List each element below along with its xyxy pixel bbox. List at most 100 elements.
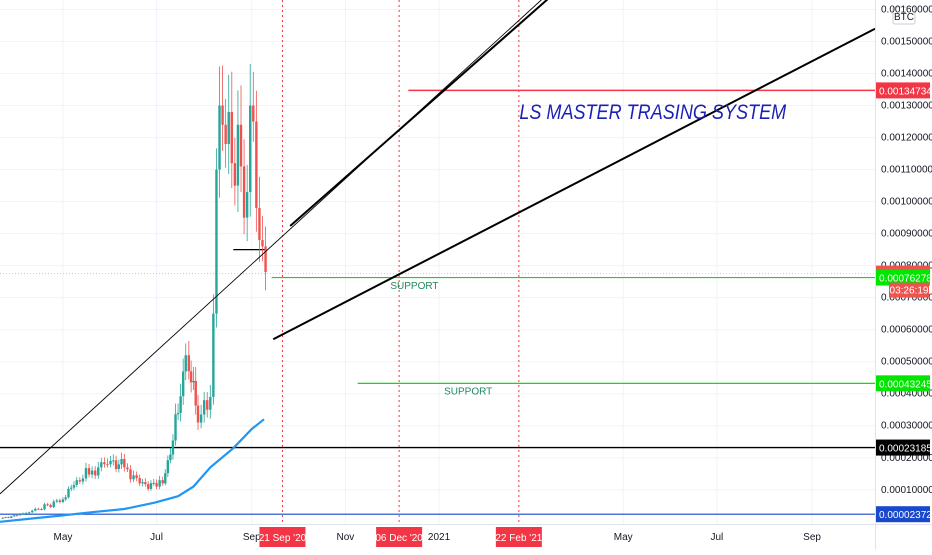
candle-body bbox=[172, 441, 174, 455]
candle-body bbox=[215, 170, 217, 314]
candle-body bbox=[31, 511, 33, 513]
candle-body bbox=[185, 355, 187, 371]
x-tick-label: 2021 bbox=[428, 532, 451, 543]
y-tick-label: 0.00120000 bbox=[881, 133, 932, 144]
candle-body bbox=[153, 483, 155, 484]
candle-body bbox=[115, 460, 117, 469]
y-tick-label: 0.00100000 bbox=[881, 197, 932, 208]
y-tick-label: 0.00030000 bbox=[881, 421, 932, 432]
y-tick-label: 0.00050000 bbox=[881, 357, 932, 368]
candle-body bbox=[59, 500, 61, 502]
countdown-label: 03:26:19 bbox=[890, 286, 929, 297]
price-layer bbox=[2, 64, 267, 519]
y-tick-label: 0.00150000 bbox=[881, 37, 932, 48]
y-tick-label: 0.00160000 bbox=[881, 5, 932, 16]
candle-body bbox=[144, 482, 146, 484]
x-tick-label: Jul bbox=[150, 532, 163, 543]
candle-body bbox=[94, 471, 96, 476]
candle-body bbox=[231, 112, 233, 163]
trendline[interactable] bbox=[290, 0, 554, 226]
candle-body bbox=[53, 502, 55, 507]
candle-body bbox=[73, 485, 75, 488]
candle-body bbox=[129, 469, 131, 479]
price-badge-label: 0.00023185 bbox=[879, 444, 932, 455]
date-marker-label: 21 Sep '20 bbox=[259, 533, 307, 544]
candle-body bbox=[67, 489, 69, 497]
candle-body bbox=[13, 515, 15, 516]
candle-body bbox=[56, 500, 58, 501]
candle-body bbox=[141, 482, 143, 483]
candle-body bbox=[16, 515, 18, 516]
candle-body bbox=[106, 464, 108, 465]
candle-body bbox=[40, 509, 42, 510]
vertical-markers bbox=[282, 0, 518, 524]
candle-body bbox=[246, 192, 248, 218]
candle-body bbox=[10, 516, 12, 517]
candle-body bbox=[164, 473, 166, 483]
candle-body bbox=[243, 166, 245, 217]
candle-body bbox=[162, 480, 164, 483]
title-annotation: LS MASTER TRASING SYSTEM bbox=[519, 101, 786, 125]
candle-body bbox=[228, 112, 230, 144]
candle-body bbox=[46, 504, 48, 505]
x-tick-label: May bbox=[53, 532, 72, 543]
candle-body bbox=[188, 355, 190, 371]
candle-body bbox=[212, 314, 214, 397]
y-tick-label: 0.00140000 bbox=[881, 69, 932, 80]
candle-body bbox=[85, 468, 87, 478]
candle-body bbox=[206, 400, 208, 410]
y-tick-label: 0.00010000 bbox=[881, 485, 932, 496]
date-marker-label: 06 Dec '20 bbox=[375, 533, 423, 544]
candle-body bbox=[218, 106, 220, 170]
candle-body bbox=[255, 122, 257, 208]
candle-body bbox=[76, 480, 78, 485]
candle-body bbox=[240, 125, 242, 167]
candle-body bbox=[147, 484, 149, 489]
candle-body bbox=[135, 475, 137, 478]
y-tick-label: 0.00130000 bbox=[881, 101, 932, 112]
candle-body bbox=[237, 125, 239, 186]
moving-average-layer bbox=[0, 419, 264, 522]
candle-body bbox=[182, 371, 184, 396]
date-marker-label: 22 Feb '21 bbox=[495, 533, 542, 544]
candle-body bbox=[167, 460, 169, 473]
candle-body bbox=[82, 478, 84, 481]
candle-body bbox=[192, 381, 194, 382]
candle-body bbox=[209, 397, 211, 410]
x-tick-label: Jul bbox=[710, 532, 723, 543]
candle-body bbox=[195, 381, 197, 406]
horizontal-levels bbox=[0, 90, 875, 514]
candle-body bbox=[22, 513, 24, 514]
candle-body bbox=[2, 518, 4, 519]
candle-body bbox=[174, 414, 176, 440]
candle-body bbox=[28, 512, 30, 513]
candle-body bbox=[126, 467, 128, 469]
candle-body bbox=[37, 509, 39, 510]
x-tick-label: Nov bbox=[336, 532, 354, 543]
price-badge-label: 0.00134734 bbox=[879, 86, 932, 97]
candle-body bbox=[132, 475, 134, 479]
support-label: SUPPORT bbox=[444, 387, 492, 398]
candle-body bbox=[109, 461, 111, 464]
candle-body bbox=[100, 462, 102, 467]
candle-body bbox=[103, 462, 105, 464]
trendline[interactable] bbox=[0, 0, 560, 494]
candle-body bbox=[65, 497, 67, 499]
y-tick-label: 0.00110000 bbox=[881, 165, 932, 176]
trendline[interactable] bbox=[273, 29, 875, 340]
candle-body bbox=[34, 509, 36, 511]
candle-body bbox=[43, 504, 45, 509]
candle-body bbox=[224, 125, 226, 144]
candle-body bbox=[197, 406, 199, 423]
x-tick-label: May bbox=[614, 532, 633, 543]
candle-body bbox=[123, 459, 125, 467]
candle-body bbox=[120, 459, 122, 464]
candle-body bbox=[79, 480, 81, 481]
candle-body bbox=[91, 471, 93, 475]
candle-body bbox=[169, 455, 171, 461]
y-tick-label: 0.00090000 bbox=[881, 229, 932, 240]
candle-body bbox=[221, 106, 223, 125]
candle-body bbox=[19, 514, 21, 516]
